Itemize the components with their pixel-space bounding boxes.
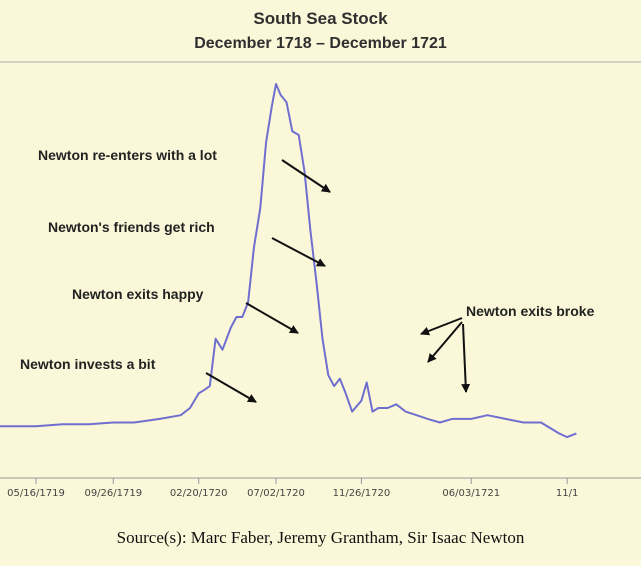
annotations: Newton re-enters with a lot Newton's frie… <box>20 147 595 403</box>
x-tick-label: 05/16/1719 <box>7 488 65 499</box>
annotation-arrow <box>427 321 463 363</box>
annotation-label: Newton re-enters with a lot <box>38 147 217 163</box>
x-tick-label: 02/20/1720 <box>170 488 228 499</box>
annotation-label: Newton invests a bit <box>20 356 156 372</box>
x-tick-label: 07/02/1720 <box>247 488 305 499</box>
annotation-label: Newton exits happy <box>72 286 204 302</box>
series-line <box>0 83 577 439</box>
annotation-arrow <box>420 317 463 336</box>
annotation-arrow <box>461 323 471 393</box>
annotation-arrow <box>281 159 331 193</box>
annotation-arrow <box>245 302 299 334</box>
source-note: Source(s): Marc Faber, Jeremy Grantham, … <box>116 528 525 547</box>
x-tick-label: 11/26/1720 <box>333 488 391 499</box>
x-ticks: 805/16/171909/26/171902/20/172007/02/172… <box>7 478 578 499</box>
annotation-label: Newton's friends get rich <box>48 219 215 235</box>
x-tick-label: 06/03/1721 <box>442 488 500 499</box>
x-tick-label: 09/26/1719 <box>84 488 142 499</box>
annotation-label: Newton exits broke <box>466 303 595 319</box>
chart-subtitle: December 1718 – December 1721 <box>194 35 447 52</box>
annotation-arrow <box>271 237 326 267</box>
annotation-arrow <box>205 372 257 403</box>
chart-title: South Sea Stock <box>253 9 388 28</box>
x-tick-label: 11/1 <box>556 488 578 499</box>
series-group <box>0 83 577 439</box>
